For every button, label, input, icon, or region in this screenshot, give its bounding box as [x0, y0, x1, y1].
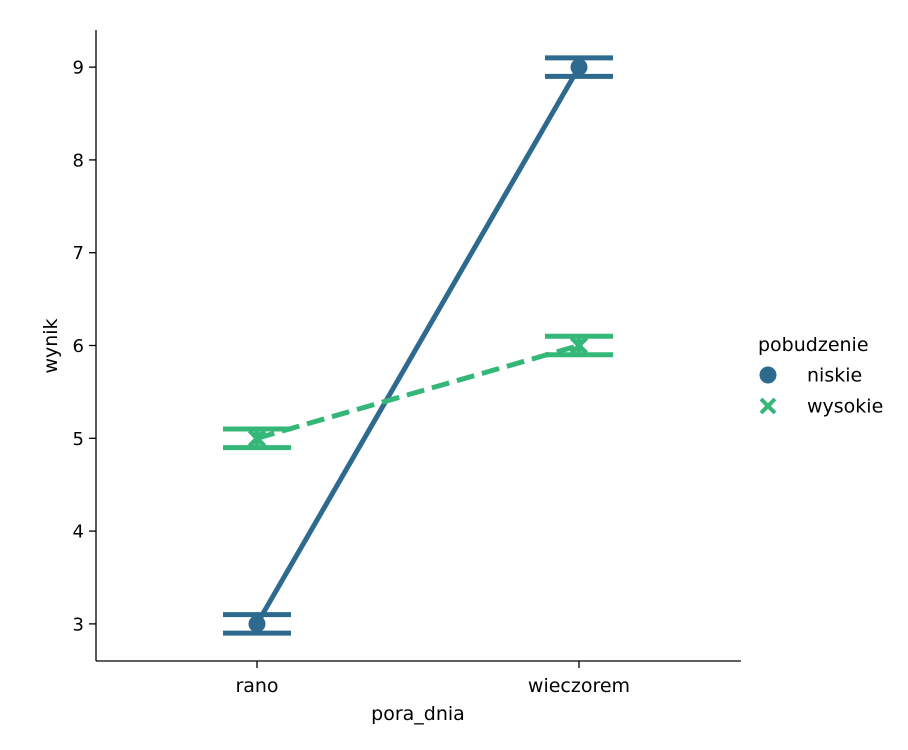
- legend-marker: [759, 397, 777, 415]
- series-line-niskie: [254, 65, 582, 626]
- series-wysokie: [223, 333, 613, 451]
- data-point: [248, 615, 266, 633]
- legend: pobudzenie niskie wysokie: [758, 334, 883, 418]
- x-tick-label-rano: rano: [235, 675, 278, 697]
- data-point: [247, 429, 267, 448]
- x-marker-stroke: [759, 397, 777, 415]
- x-axis-label: pora_dnia: [371, 703, 465, 725]
- y-tick-label: 6: [73, 336, 84, 357]
- legend-item-niskie: niskie: [759, 365, 862, 387]
- data-point: [570, 58, 588, 76]
- y-axis-label: wynik: [40, 318, 62, 373]
- legend-marker: [759, 366, 777, 384]
- series-niskie: [223, 55, 613, 636]
- y-tick-label: 9: [73, 58, 84, 79]
- y-tick-label: 4: [73, 522, 84, 543]
- data-point: [569, 336, 589, 355]
- legend-label: niskie: [807, 365, 862, 387]
- legend-label: wysokie: [807, 396, 883, 418]
- y-tick-label: 7: [73, 243, 84, 264]
- x-marker-stroke: [247, 429, 267, 448]
- y-tick-label: 8: [73, 150, 84, 171]
- legend-item-wysokie: wysokie: [759, 396, 883, 418]
- axes: 3 4 5 6 7 8 9 rano wieczorem: [73, 30, 741, 697]
- y-tick-label: 5: [73, 429, 84, 450]
- y-tick-label: 3: [73, 614, 84, 635]
- plot-area: [223, 55, 613, 636]
- legend-title: pobudzenie: [758, 334, 869, 356]
- series-line-wysokie: [256, 343, 580, 441]
- x-marker-stroke: [569, 336, 589, 355]
- x-tick-label-wieczorem: wieczorem: [528, 675, 630, 697]
